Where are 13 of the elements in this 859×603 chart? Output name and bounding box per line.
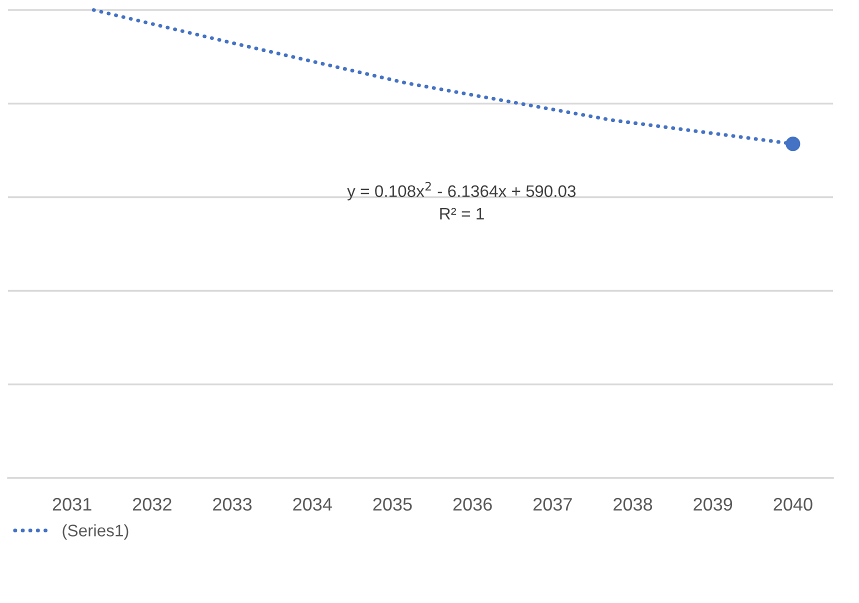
x-tick-label: 2036 bbox=[453, 498, 492, 511]
annotation: y = 0.108x$^{2}$ - 6.1364x + 590.03 bbox=[347, 182, 576, 200]
legend-label: (Series1) bbox=[62, 524, 128, 540]
x-tick-label: 2037 bbox=[533, 498, 572, 511]
x-tick-label: 2031 bbox=[52, 498, 92, 511]
annotation: R² = 1 bbox=[440, 208, 484, 220]
x-tick-label: 2033 bbox=[213, 498, 252, 511]
x-tick-label: 2038 bbox=[614, 498, 652, 511]
x-tick-label: 2034 bbox=[293, 498, 332, 511]
x-tick-label: 2032 bbox=[133, 498, 172, 511]
x-tick-label: 2039 bbox=[694, 498, 732, 511]
x-tick-label: 2035 bbox=[373, 498, 412, 511]
x-tick-label: 2040 bbox=[774, 498, 812, 511]
